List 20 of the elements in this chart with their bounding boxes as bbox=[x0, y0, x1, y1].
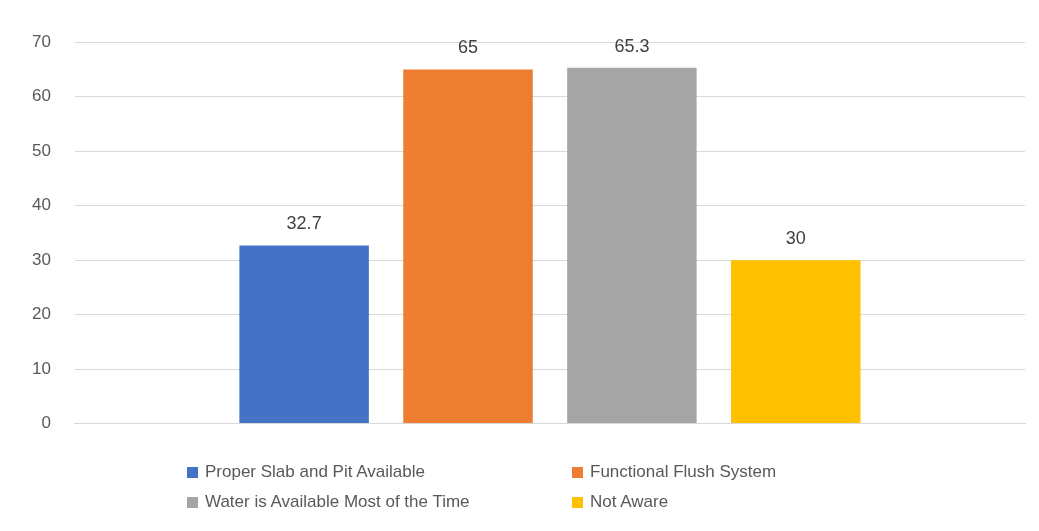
y-tick-label: 40 bbox=[31, 195, 51, 215]
bar bbox=[239, 245, 369, 424]
legend-label: Water is Available Most of the Time bbox=[205, 492, 470, 512]
y-tick-label: 30 bbox=[31, 249, 51, 269]
y-tick-label: 60 bbox=[31, 86, 51, 106]
data-label: 30 bbox=[785, 228, 806, 249]
y-tick-label: 0 bbox=[41, 413, 51, 433]
y-tick-label: 70 bbox=[31, 31, 51, 51]
y-tick-label: 20 bbox=[31, 304, 51, 324]
bar bbox=[567, 67, 697, 424]
data-label: 65 bbox=[457, 37, 479, 58]
y-tick-label: 50 bbox=[31, 140, 51, 160]
data-label: 32.7 bbox=[286, 213, 322, 234]
bar bbox=[731, 260, 861, 424]
data-label: 65.3 bbox=[614, 35, 650, 56]
bar bbox=[403, 69, 533, 424]
legend-label: Proper Slab and Pit Available bbox=[205, 462, 425, 482]
y-tick-label: 10 bbox=[31, 358, 51, 378]
legend-label: Not Aware bbox=[590, 492, 669, 512]
legend-label: Functional Flush System bbox=[590, 462, 777, 482]
